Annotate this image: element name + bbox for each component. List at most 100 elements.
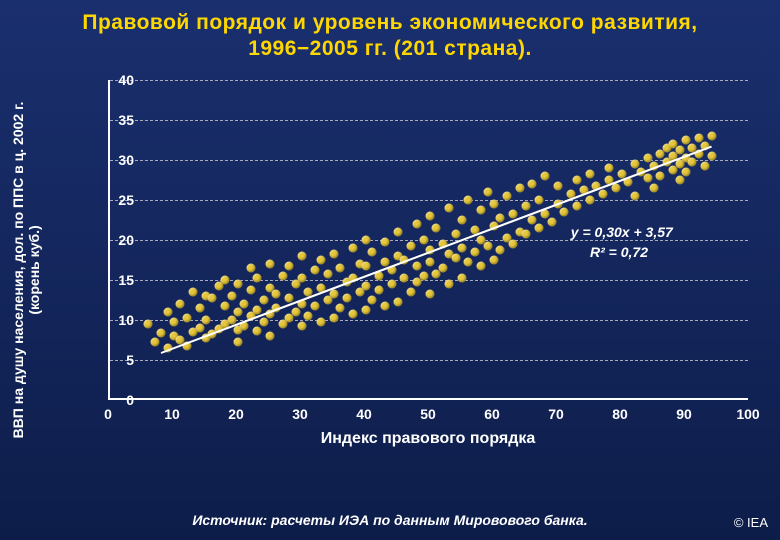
- data-point: [701, 162, 710, 171]
- x-tick: 10: [164, 406, 180, 422]
- data-point: [259, 317, 268, 326]
- data-point: [317, 317, 326, 326]
- chart-container: ВВП на душу населения, дол. по ППС в ц. …: [18, 70, 762, 470]
- data-point: [336, 304, 345, 313]
- data-point: [528, 180, 537, 189]
- y-tick: 15: [106, 272, 134, 288]
- data-point: [195, 304, 204, 313]
- data-point: [285, 293, 294, 302]
- data-point: [547, 218, 556, 227]
- data-point: [349, 244, 358, 253]
- source-text: Источник: расчеты ИЭА по данным Мировово…: [0, 512, 780, 528]
- data-point: [381, 237, 390, 246]
- title-line-1: Правовой порядок и уровень экономическог…: [82, 11, 697, 34]
- data-point: [317, 256, 326, 265]
- data-point: [362, 282, 371, 291]
- data-point: [246, 285, 255, 294]
- data-point: [707, 132, 716, 141]
- data-point: [426, 290, 435, 299]
- data-point: [387, 280, 396, 289]
- data-point: [445, 280, 454, 289]
- equation-text: y = 0,30x + 3,57: [571, 224, 673, 240]
- data-point: [586, 196, 595, 205]
- data-point: [310, 301, 319, 310]
- data-point: [266, 332, 275, 341]
- data-point: [150, 338, 159, 347]
- grid-line: [110, 240, 748, 241]
- data-point: [221, 301, 230, 310]
- x-tick: 20: [228, 406, 244, 422]
- data-point: [605, 164, 614, 173]
- data-point: [586, 170, 595, 179]
- data-point: [477, 261, 486, 270]
- data-point: [221, 276, 230, 285]
- data-point: [349, 309, 358, 318]
- data-point: [195, 324, 204, 333]
- data-point: [291, 308, 300, 317]
- x-tick: 50: [420, 406, 436, 422]
- grid-line: [110, 80, 748, 81]
- grid-line: [110, 280, 748, 281]
- data-point: [227, 292, 236, 301]
- data-point: [298, 322, 307, 331]
- data-point: [650, 184, 659, 193]
- data-point: [515, 184, 524, 193]
- data-point: [496, 213, 505, 222]
- data-point: [573, 202, 582, 211]
- data-point: [266, 260, 275, 269]
- data-point: [189, 288, 198, 297]
- x-tick: 100: [736, 406, 759, 422]
- data-point: [368, 296, 377, 305]
- title-line-2: 1996−2005 гг. (201 страна).: [248, 37, 532, 60]
- data-point: [234, 337, 243, 346]
- data-point: [509, 240, 518, 249]
- y-tick: 20: [106, 232, 134, 248]
- grid-line: [110, 200, 748, 201]
- data-point: [560, 208, 569, 217]
- data-point: [374, 285, 383, 294]
- data-point: [534, 224, 543, 233]
- data-point: [362, 306, 371, 315]
- data-point: [707, 152, 716, 161]
- data-point: [477, 205, 486, 214]
- x-tick: 40: [356, 406, 372, 422]
- data-point: [182, 314, 191, 323]
- data-point: [259, 296, 268, 305]
- plot-area: 0510152025303540y = 0,30x + 3,57R² = 0,7…: [108, 80, 748, 400]
- data-point: [163, 308, 172, 317]
- data-point: [170, 317, 179, 326]
- data-point: [208, 293, 217, 302]
- chart-title: Правовой порядок и уровень экономическог…: [0, 0, 780, 67]
- data-point: [381, 301, 390, 310]
- grid-line: [110, 360, 748, 361]
- data-point: [330, 290, 339, 299]
- data-point: [246, 264, 255, 273]
- x-tick: 0: [104, 406, 112, 422]
- data-point: [202, 316, 211, 325]
- x-tick: 60: [484, 406, 500, 422]
- data-point: [330, 250, 339, 259]
- data-point: [534, 196, 543, 205]
- data-point: [278, 272, 287, 281]
- data-point: [451, 253, 460, 262]
- data-point: [394, 228, 403, 237]
- rsquared-text: R² = 0,72: [590, 244, 648, 260]
- data-point: [336, 264, 345, 273]
- data-point: [598, 189, 607, 198]
- x-tick: 70: [548, 406, 564, 422]
- data-point: [522, 202, 531, 211]
- data-point: [310, 266, 319, 275]
- data-point: [573, 176, 582, 185]
- data-point: [272, 290, 281, 299]
- data-point: [298, 252, 307, 261]
- data-point: [240, 300, 249, 309]
- data-point: [458, 274, 467, 283]
- data-point: [362, 236, 371, 245]
- data-point: [483, 242, 492, 251]
- y-tick: 30: [106, 152, 134, 168]
- data-point: [426, 258, 435, 267]
- data-point: [458, 216, 467, 225]
- data-point: [323, 269, 332, 278]
- data-point: [285, 261, 294, 270]
- data-point: [253, 305, 262, 314]
